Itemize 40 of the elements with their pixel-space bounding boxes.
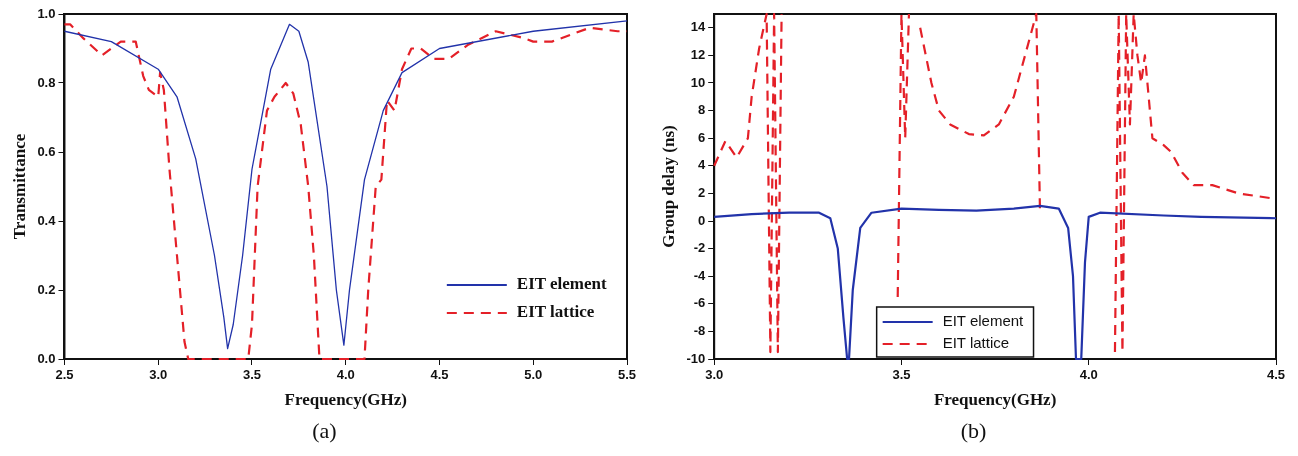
y-tick-label: 8 bbox=[697, 102, 706, 118]
y-tick-label: 10 bbox=[690, 74, 706, 90]
y-tick-label: 14 bbox=[690, 19, 706, 35]
y-tick-label: 4 bbox=[697, 157, 706, 173]
x-tick-label: 4.0 bbox=[336, 367, 355, 383]
y-tick-label: -2 bbox=[693, 240, 706, 256]
y-axis-title: Group delay (ns) bbox=[658, 125, 678, 248]
y-tick-label: -6 bbox=[693, 295, 706, 311]
y-tick-label: 0 bbox=[697, 212, 706, 228]
y-tick-label: -10 bbox=[686, 350, 706, 366]
x-tick-label: 2.5 bbox=[55, 367, 74, 383]
legend-label: EIT element bbox=[516, 274, 608, 294]
text: (b) bbox=[959, 418, 988, 444]
y-tick-label: 0.8 bbox=[37, 74, 56, 90]
y-tick-label: 1.0 bbox=[37, 5, 56, 21]
text: (a) bbox=[311, 418, 338, 444]
x-tick-label: 3.5 bbox=[892, 367, 911, 383]
x-axis-title: Frequency(GHz) bbox=[933, 390, 1057, 410]
y-tick-label: -8 bbox=[693, 322, 706, 338]
y-tick-label: 6 bbox=[697, 129, 706, 145]
x-tick-label: 4.0 bbox=[1079, 367, 1098, 383]
y-tick-label: 2 bbox=[697, 184, 706, 200]
y-tick-label: 0.0 bbox=[37, 350, 56, 366]
y-tick-label: -4 bbox=[693, 267, 706, 283]
legend-label: EIT lattice bbox=[942, 334, 1010, 352]
y-tick-label: 0.6 bbox=[37, 143, 56, 159]
y-tick-label: 0.2 bbox=[37, 281, 56, 297]
x-tick-label: 5.0 bbox=[524, 367, 543, 383]
x-axis-title: Frequency(GHz) bbox=[284, 390, 407, 410]
legend-label: EIT element bbox=[942, 312, 1025, 330]
x-tick-label: 5.5 bbox=[617, 367, 637, 383]
y-tick-label: 0.4 bbox=[37, 212, 57, 228]
x-tick-label: 4.5 bbox=[1266, 367, 1286, 383]
x-tick-label: 4.5 bbox=[430, 367, 449, 383]
x-tick-label: 3.5 bbox=[242, 367, 262, 383]
x-tick-label: 3.0 bbox=[149, 367, 168, 383]
y-tick-label: 12 bbox=[690, 46, 706, 62]
y-axis-title: Transmittance bbox=[9, 133, 29, 240]
legend-label: EIT lattice bbox=[516, 302, 595, 322]
x-tick-label: 3.0 bbox=[705, 367, 724, 383]
